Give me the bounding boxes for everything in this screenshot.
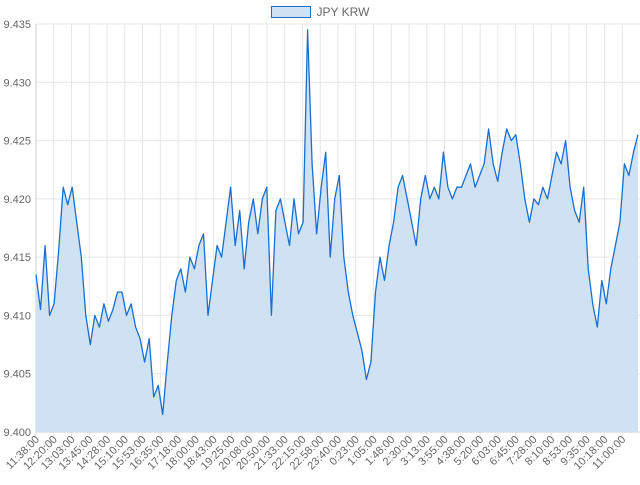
legend-swatch bbox=[270, 5, 311, 18]
y-tick-label: 9.420 bbox=[3, 194, 31, 206]
series-line bbox=[35, 29, 639, 416]
y-tick-label: 9.410 bbox=[3, 310, 31, 322]
y-tick-label: 9.425 bbox=[3, 136, 31, 148]
legend-label: JPY KRW bbox=[316, 4, 370, 19]
chart-legend[interactable]: JPY KRW bbox=[0, 4, 640, 19]
y-tick-label: 9.435 bbox=[3, 19, 31, 31]
y-tick-label: 9.415 bbox=[3, 252, 31, 264]
y-tick-label: 9.405 bbox=[3, 369, 31, 381]
y-tick-label: 9.400 bbox=[3, 427, 31, 439]
series-area-fill bbox=[36, 29, 638, 433]
y-tick-label: 9.430 bbox=[3, 77, 31, 89]
